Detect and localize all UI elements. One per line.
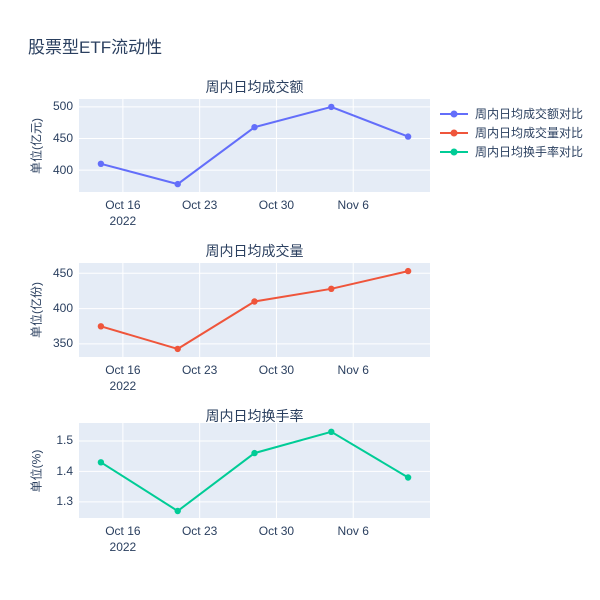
x-tick-label: Oct 30 xyxy=(258,363,295,377)
legend-label: 周内日均成交额对比 xyxy=(475,107,584,121)
legend-line-sample-red xyxy=(440,129,468,136)
data-point xyxy=(404,133,412,140)
legend-dot-green xyxy=(450,148,458,155)
plot-canvas xyxy=(79,99,430,192)
x-tick-label: Oct 23 xyxy=(181,198,218,212)
legend-dot-red xyxy=(450,129,458,136)
x-tick-label: Oct 30 xyxy=(258,524,295,538)
legend-label: 周内日均成交量对比 xyxy=(475,126,584,140)
plot-area xyxy=(79,423,430,518)
y-tick-label: 500 xyxy=(52,99,73,114)
data-point xyxy=(404,267,412,275)
y-tick-label: 450 xyxy=(52,265,73,280)
data-point xyxy=(97,459,105,466)
data-point xyxy=(251,124,258,131)
legend: 周内日均成交额对比 周内日均成交量对比 周内日均换手率对比 xyxy=(440,104,583,161)
y-tick-label: 1.3 xyxy=(56,494,73,509)
data-point xyxy=(251,449,258,457)
data-point xyxy=(328,103,335,111)
legend-label: 周内日均换手率对比 xyxy=(475,145,584,159)
figure-title: 股票型ETF流动性 xyxy=(28,38,163,57)
data-point xyxy=(174,345,181,353)
data-point xyxy=(251,298,258,305)
x-tick-label: Oct 23 xyxy=(181,524,218,538)
legend-line-sample-blue xyxy=(440,110,468,117)
plot-canvas xyxy=(79,263,430,357)
y-tick-label: 400 xyxy=(52,162,73,177)
plot-area xyxy=(79,263,430,357)
series-line xyxy=(100,105,409,186)
x-tick-label: Nov 6 xyxy=(337,363,369,377)
x-tick-label: Nov 6 xyxy=(337,198,369,212)
plot-canvas xyxy=(79,423,430,518)
legend-dot-blue xyxy=(450,110,458,117)
x-tick-label: Oct 30 xyxy=(258,198,295,212)
y-tick-label: 350 xyxy=(52,336,73,351)
y-tick-label: 1.5 xyxy=(56,433,73,448)
data-point xyxy=(174,180,181,188)
plot-area xyxy=(79,99,430,192)
subplot-title: 周内日均成交量 xyxy=(205,243,304,259)
data-point xyxy=(404,474,412,481)
x-tick-label: Oct 16 2022 xyxy=(105,524,141,554)
x-tick-label: Oct 16 2022 xyxy=(105,363,141,393)
x-tick-label: Nov 6 xyxy=(337,524,369,538)
subplot-title: 周内日均换手率 xyxy=(205,408,304,424)
legend-item-volume[interactable]: 周内日均成交量对比 xyxy=(440,123,583,142)
subplot-title: 周内日均成交额 xyxy=(205,79,304,95)
data-point xyxy=(97,160,105,167)
data-point xyxy=(97,323,105,330)
y-tick-label: 400 xyxy=(52,301,73,316)
y-tick-label: 450 xyxy=(52,131,73,146)
x-tick-label: Oct 23 xyxy=(181,363,218,377)
series-line xyxy=(100,270,409,350)
data-point xyxy=(328,428,335,435)
legend-line-sample-green xyxy=(440,148,468,155)
y-tick-label: 1.4 xyxy=(56,463,73,478)
data-point xyxy=(174,507,181,515)
x-tick-label: Oct 16 2022 xyxy=(105,198,141,228)
data-point xyxy=(328,285,335,292)
legend-item-turnover-value[interactable]: 周内日均成交额对比 xyxy=(440,104,583,123)
legend-item-turnover-rate[interactable]: 周内日均换手率对比 xyxy=(440,142,583,161)
